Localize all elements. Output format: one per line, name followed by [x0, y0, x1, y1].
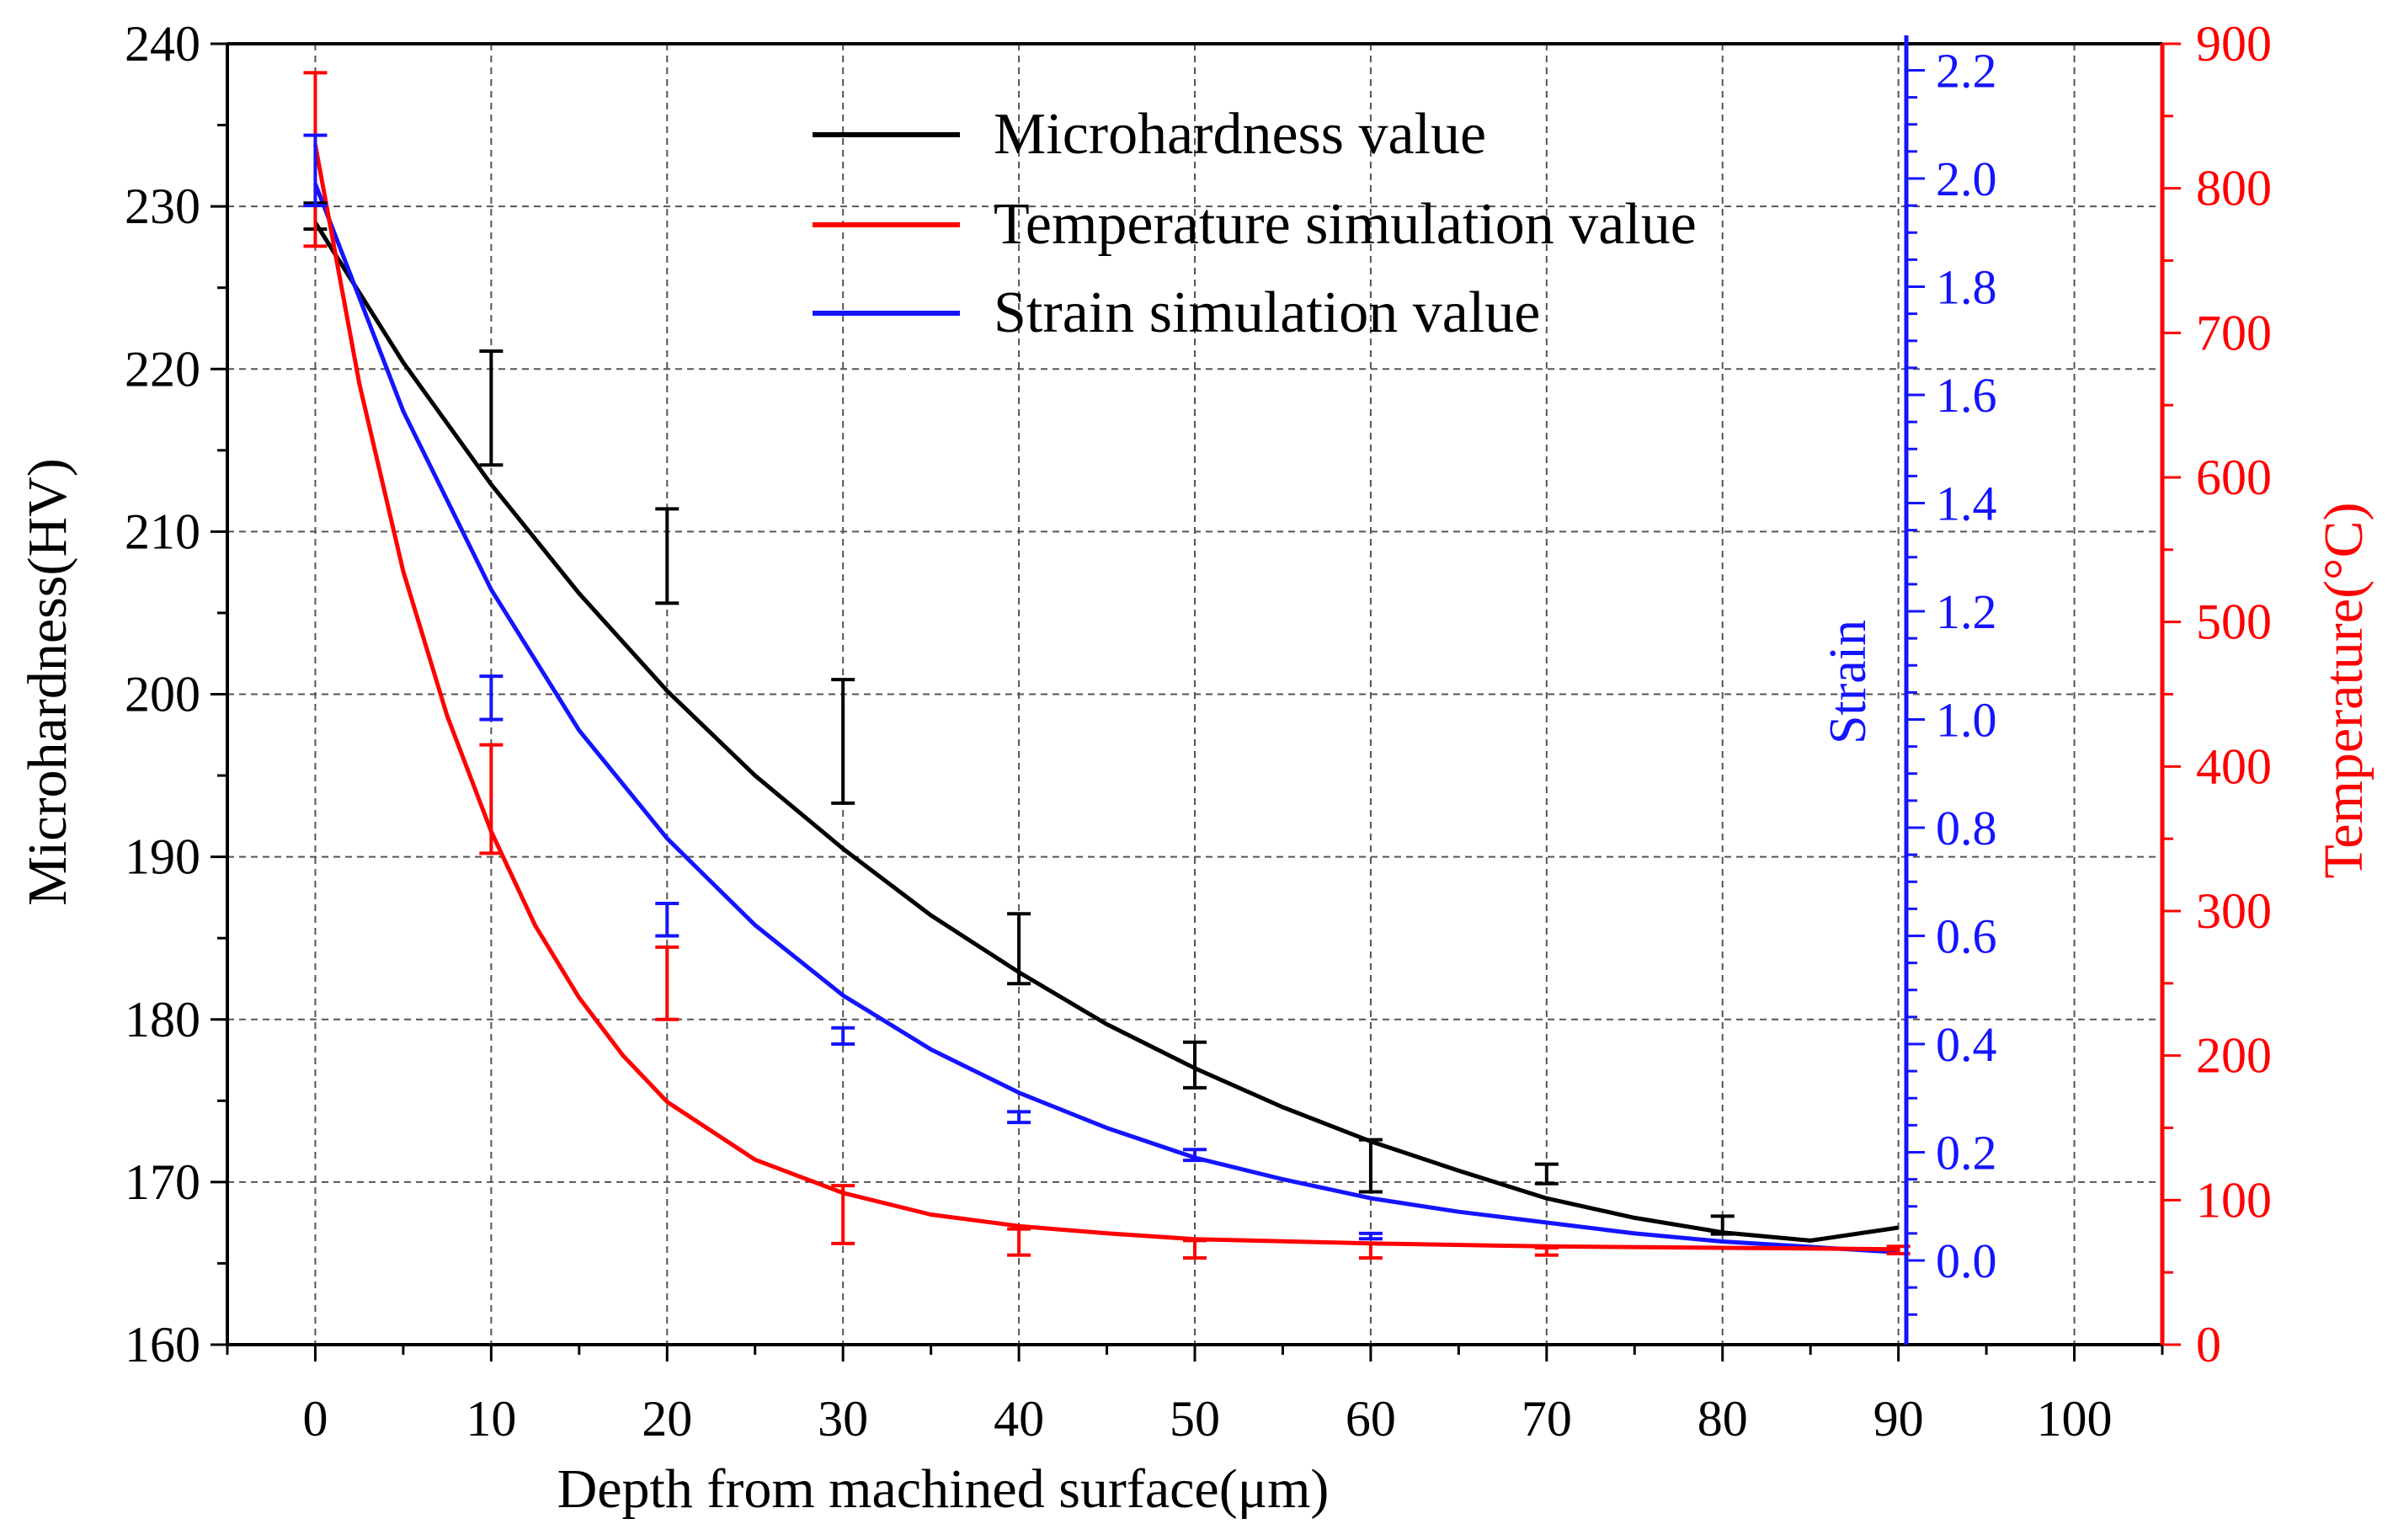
y-axis-title-temperature: Temperature(°C) [2313, 503, 2374, 879]
strain-tick-label: 0.8 [1936, 801, 1997, 855]
strain-tick-label: 1.4 [1936, 477, 1997, 531]
x-tick-label: 100 [2037, 1391, 2113, 1447]
x-tick-label: 70 [1522, 1391, 1572, 1447]
strain-tick-label: 1.8 [1936, 260, 1997, 315]
strain-tick-label: 1.6 [1936, 368, 1997, 423]
axis-titles: Depth from machined surface(μm) Microhar… [17, 458, 2374, 1520]
left-tick-label: 190 [125, 829, 200, 885]
temperature-tick-label: 200 [2196, 1028, 2272, 1084]
strain-tick-label: 0.0 [1936, 1234, 1997, 1288]
left-tick-label: 230 [125, 179, 200, 234]
legend-label: Strain simulation value [994, 280, 1540, 345]
fit-curve-strain [313, 183, 1899, 1255]
x-tick-label: 90 [1873, 1391, 1924, 1447]
strain-tick-label: 1.2 [1936, 584, 1997, 639]
error-bars [303, 71, 1911, 1260]
x-tick-label: 50 [1170, 1391, 1220, 1447]
x-axis-title: Depth from machined surface(μm) [557, 1458, 1330, 1520]
x-tick-label: 40 [994, 1391, 1044, 1447]
temperature-tick-label: 300 [2196, 883, 2272, 939]
x-tick-label: 20 [642, 1391, 692, 1447]
x-tick-label: 30 [818, 1391, 868, 1447]
x-tick-label: 0 [302, 1391, 328, 1447]
temperature-tick-label: 400 [2196, 738, 2272, 794]
strain-tick-label: 2.0 [1936, 152, 1997, 206]
strain-tick-label: 1.0 [1936, 693, 1997, 748]
temperature-tick-label: 600 [2196, 450, 2272, 505]
x-tick-label: 10 [466, 1391, 516, 1447]
temperature-tick-label: 100 [2196, 1172, 2272, 1228]
x-tick-label: 60 [1346, 1391, 1396, 1447]
strain-tick-label: 2.2 [1936, 44, 1997, 99]
strain-tick-label: 0.6 [1936, 909, 1997, 964]
legend: Microhardness value Temperature simulatio… [813, 102, 1697, 345]
temperature-tick-label: 700 [2196, 305, 2272, 360]
left-tick-label: 160 [125, 1317, 200, 1372]
left-tick-label: 240 [125, 16, 200, 72]
left-tick-label: 220 [125, 341, 200, 397]
x-tick-label: 80 [1697, 1391, 1748, 1447]
legend-label: Microhardness value [994, 102, 1486, 167]
temperature-tick-label: 500 [2196, 594, 2272, 650]
left-tick-label: 180 [125, 992, 200, 1047]
tick-labels: 0 10 20 30 40 50 60 70 80 90 100 160 170 180 190 200 210… [125, 16, 2272, 1447]
temperature-tick-label: 900 [2196, 16, 2272, 72]
y-axis-title-strain: Strain [1820, 620, 1877, 744]
y-axis-title-microhardness: Microhardness(HV) [17, 458, 78, 906]
axes [211, 35, 2181, 1361]
strain-tick-label: 0.2 [1936, 1126, 1997, 1180]
temperature-tick-label: 800 [2196, 161, 2272, 216]
temperature-tick-label: 0 [2196, 1317, 2221, 1372]
fit-curve-left [313, 221, 1899, 1243]
legend-label: Temperature simulation value [994, 192, 1697, 257]
left-tick-label: 210 [125, 504, 200, 559]
strain-tick-label: 0.4 [1936, 1017, 1997, 1072]
grid-lines [227, 44, 2162, 1345]
left-tick-label: 200 [125, 667, 200, 722]
left-tick-label: 170 [125, 1154, 200, 1210]
